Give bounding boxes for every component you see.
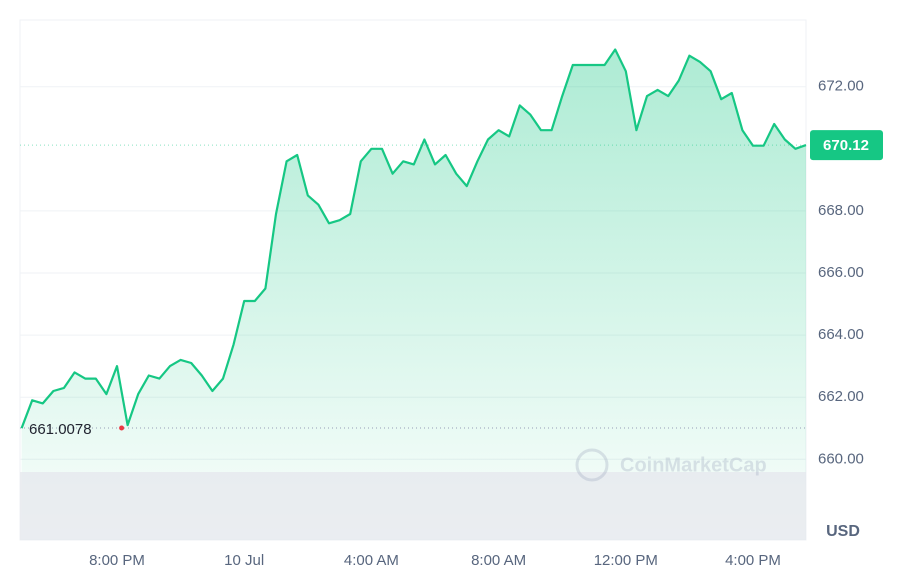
plot: 661.0078 — [20, 48, 807, 540]
x-tick-label: 8:00 AM — [471, 552, 526, 569]
price-line — [20, 48, 807, 429]
currency-label: USD — [826, 523, 860, 540]
x-tick-label: 4:00 PM — [725, 552, 781, 569]
y-tick-label: 666.00 — [818, 264, 864, 281]
current-price-tag — [810, 130, 883, 161]
x-tick-label: 4:00 AM — [344, 552, 399, 569]
watermark: CoinMarketCap — [575, 448, 767, 482]
x-tick-label: 8:00 PM — [89, 552, 145, 569]
y-tick-label: 662.00 — [818, 388, 864, 405]
x-tick-label: 12:00 PM — [594, 552, 658, 569]
watermark-text: CoinMarketCap — [620, 454, 767, 476]
x-tick-label: 10 Jul — [224, 552, 264, 569]
y-tick-label: 668.00 — [818, 202, 864, 219]
volume-area — [20, 472, 806, 540]
current-price-label: 670.12 — [823, 137, 869, 154]
y-tick-label: 672.00 — [818, 78, 864, 95]
low-point — [119, 425, 125, 431]
y-tick-label: 660.00 — [818, 450, 864, 467]
area — [21, 49, 807, 540]
y-tick-label: 664.00 — [818, 326, 864, 343]
watermark-logo — [575, 448, 609, 482]
low-value-label: 661.0078 — [29, 421, 92, 438]
